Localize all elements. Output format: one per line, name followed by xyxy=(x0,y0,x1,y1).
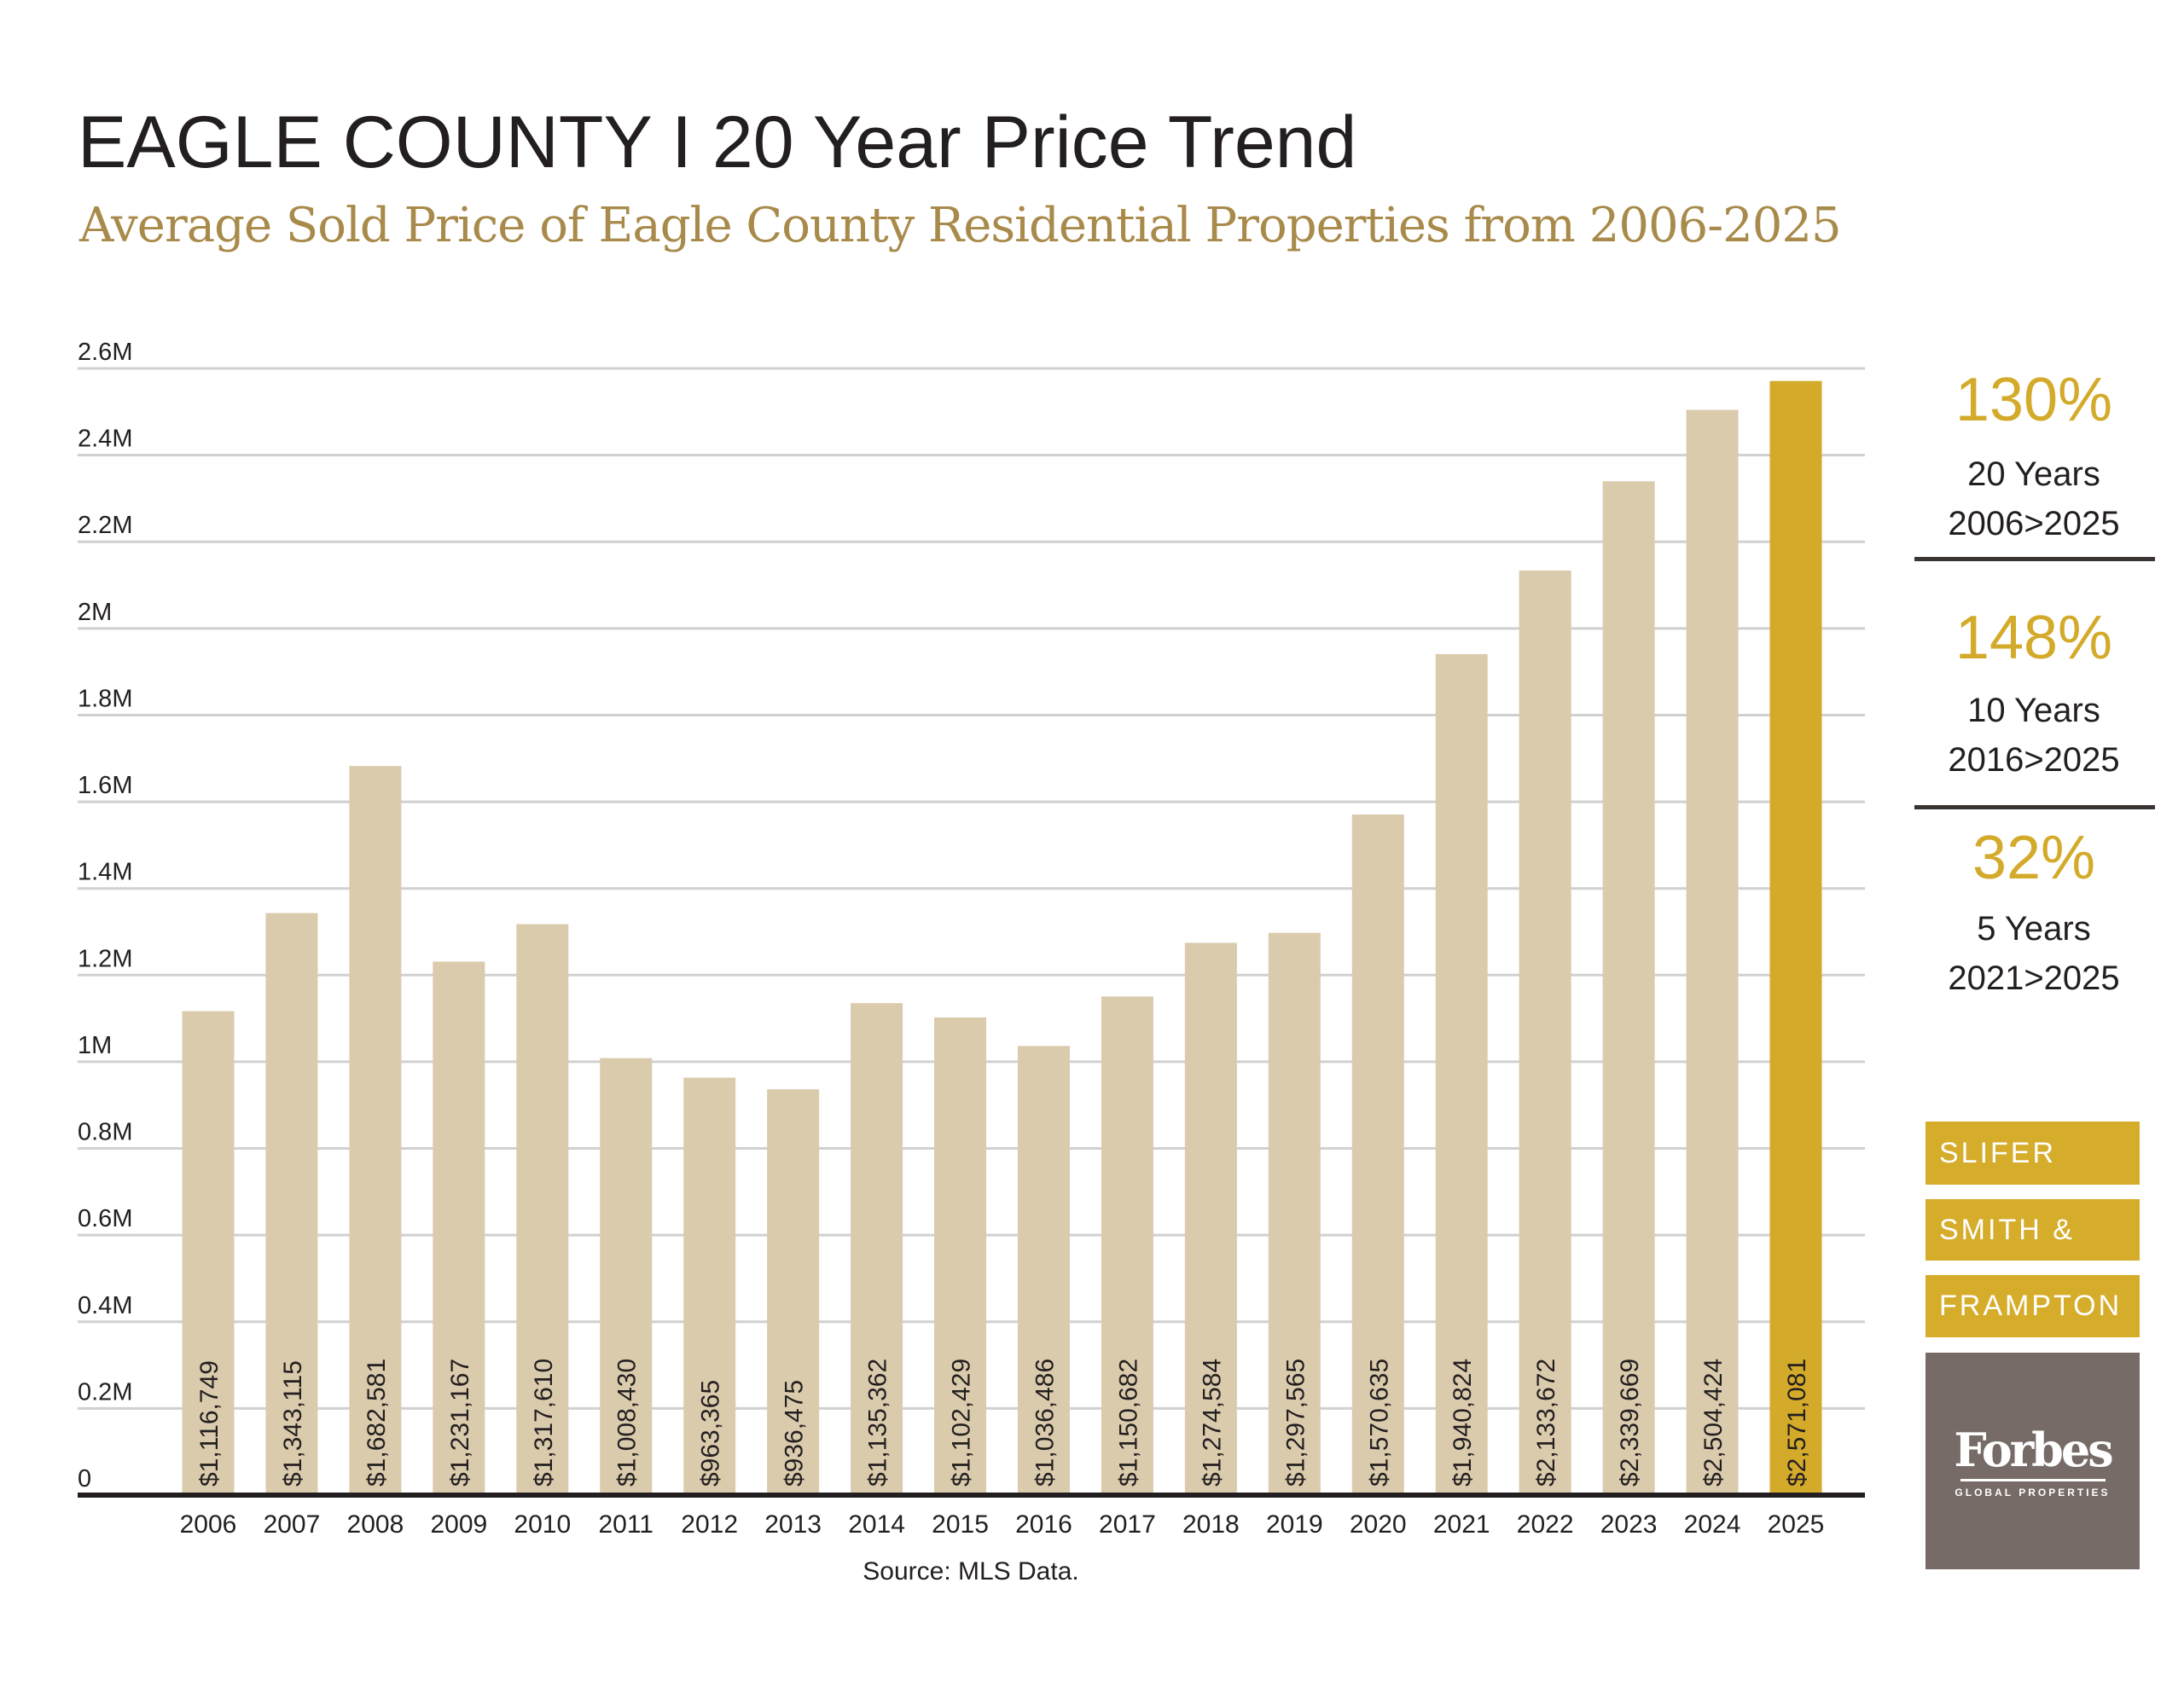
bar-value-label: $1,008,430 xyxy=(613,1359,642,1487)
y-tick-label: 2.2M xyxy=(78,512,132,539)
bar-value-label: $1,940,824 xyxy=(1449,1359,1477,1487)
y-tick-label: 2.6M xyxy=(78,339,132,366)
x-tick-label: 2021 xyxy=(1433,1510,1490,1539)
bar-value-label: $1,317,610 xyxy=(530,1359,558,1487)
bar-2016 xyxy=(1017,1046,1070,1495)
y-tick-label: 1.8M xyxy=(78,685,132,712)
bar-value-label: $1,036,486 xyxy=(1031,1359,1059,1487)
bar-2017 xyxy=(1101,996,1153,1495)
bar-value-label: $963,365 xyxy=(697,1380,725,1487)
bar-2021 xyxy=(1435,653,1488,1495)
x-tick-label: 2023 xyxy=(1600,1510,1658,1539)
stat-range: 2006>2025 xyxy=(1948,505,2120,542)
stat-period: 5 Years xyxy=(1977,910,2091,948)
x-tick-label: 2011 xyxy=(598,1510,653,1539)
bar-2022 xyxy=(1519,570,1571,1496)
x-tick-label: 2020 xyxy=(1350,1510,1407,1539)
bar-value-label: $2,504,424 xyxy=(1699,1359,1728,1487)
chart-subtitle: Average Sold Price of Eagle County Resid… xyxy=(79,198,1842,253)
stat-divider xyxy=(1914,557,2155,561)
bar-2007 xyxy=(265,913,318,1495)
bar-value-label: $1,570,635 xyxy=(1365,1359,1393,1487)
bar-value-label: $1,231,167 xyxy=(446,1359,474,1487)
x-tick-label: 2018 xyxy=(1182,1510,1240,1539)
bar-2018 xyxy=(1184,942,1237,1495)
y-tick-label: 2M xyxy=(78,599,112,626)
bar-2020 xyxy=(1351,814,1404,1495)
bar-value-label: $1,102,429 xyxy=(948,1359,976,1487)
bar-2014 xyxy=(851,1003,903,1495)
x-tick-label: 2009 xyxy=(430,1510,487,1539)
x-tick-label: 2022 xyxy=(1517,1510,1574,1539)
stat-5-years: 32% 5 Years 2021>2025 xyxy=(1914,827,2153,1003)
stat-period: 20 Years xyxy=(1967,455,2100,493)
stat-range: 2016>2025 xyxy=(1948,741,2120,779)
forbes-subtitle: GLOBAL PROPERTIES xyxy=(1955,1487,2111,1499)
x-tick-label: 2024 xyxy=(1684,1510,1741,1539)
bar-2015 xyxy=(934,1017,987,1495)
bar-2010 xyxy=(516,924,569,1495)
y-tick-label: 1M xyxy=(78,1032,112,1059)
x-tick-label: 2017 xyxy=(1099,1510,1156,1539)
x-tick-label: 2025 xyxy=(1768,1510,1825,1539)
logo-slifer: SLIFER xyxy=(1926,1122,2140,1185)
x-tick-label: 2016 xyxy=(1015,1510,1072,1539)
y-tick-label: 0.2M xyxy=(78,1378,132,1406)
bar-value-label: $2,571,081 xyxy=(1783,1359,1811,1487)
x-tick-label: 2014 xyxy=(848,1510,905,1539)
y-tick-label: 0 xyxy=(78,1465,91,1493)
stat-divider xyxy=(1914,805,2155,809)
x-tick-label: 2019 xyxy=(1266,1510,1323,1539)
forbes-wordmark: Forbes xyxy=(1954,1423,2113,1477)
source-note: Source: MLS Data. xyxy=(863,1557,1078,1586)
chart-title: EAGLE COUNTY I 20 Year Price Trend xyxy=(78,101,1357,183)
bar-value-label: $1,135,362 xyxy=(864,1359,892,1487)
bar-2008 xyxy=(349,766,402,1495)
stat-range: 2021>2025 xyxy=(1948,959,2120,997)
stat-period: 10 Years xyxy=(1967,692,2100,729)
bar-value-label: $1,343,115 xyxy=(279,1360,307,1487)
y-tick-label: 0.6M xyxy=(78,1205,132,1232)
stat-percent: 32% xyxy=(1972,824,2096,892)
bar-2019 xyxy=(1268,932,1321,1495)
bar-2023 xyxy=(1602,481,1655,1495)
bar-value-label: $936,475 xyxy=(781,1380,809,1487)
y-tick-label: 0.4M xyxy=(78,1292,132,1319)
x-tick-label: 2010 xyxy=(514,1510,571,1539)
bar-2012 xyxy=(683,1077,736,1495)
x-tick-label: 2013 xyxy=(764,1510,822,1539)
y-tick-label: 1.2M xyxy=(78,945,132,972)
bar-2011 xyxy=(600,1058,653,1495)
forbes-rule xyxy=(1960,1479,2106,1481)
bar-2024 xyxy=(1686,409,1739,1496)
x-tick-label: 2007 xyxy=(264,1510,321,1539)
bar-value-label: $1,682,581 xyxy=(363,1359,391,1487)
bar-value-label: $1,274,584 xyxy=(1198,1359,1226,1487)
bar-value-label: $1,150,682 xyxy=(1114,1359,1142,1487)
logo-smith: SMITH & xyxy=(1926,1199,2140,1261)
stat-percent: 148% xyxy=(1955,604,2113,672)
bar-value-label: $1,297,565 xyxy=(1281,1359,1310,1487)
x-tick-label: 2012 xyxy=(681,1510,738,1539)
bar-value-label: $2,133,672 xyxy=(1532,1359,1560,1487)
y-tick-label: 2.4M xyxy=(78,426,132,453)
x-tick-label: 2008 xyxy=(347,1510,404,1539)
stat-percent: 130% xyxy=(1955,366,2113,434)
bar-2013 xyxy=(767,1089,820,1495)
bar-2025 xyxy=(1769,380,1822,1495)
x-tick-label: 2006 xyxy=(180,1510,237,1539)
forbes-logo: Forbes GLOBAL PROPERTIES xyxy=(1926,1353,2140,1569)
logo-frampton: FRAMPTON xyxy=(1926,1275,2140,1337)
y-tick-label: 1.4M xyxy=(78,859,132,886)
bar-2006 xyxy=(182,1011,235,1495)
bar-value-label: $1,116,749 xyxy=(195,1360,224,1487)
bar-value-label: $2,339,669 xyxy=(1616,1359,1644,1487)
x-tick-label: 2015 xyxy=(932,1510,989,1539)
y-tick-label: 1.6M xyxy=(78,772,132,799)
bar-2009 xyxy=(433,961,485,1495)
stat-20-years: 130% 20 Years 2006>2025 xyxy=(1914,369,2153,548)
y-tick-label: 0.8M xyxy=(78,1119,132,1146)
stat-10-years: 148% 10 Years 2016>2025 xyxy=(1914,607,2153,785)
